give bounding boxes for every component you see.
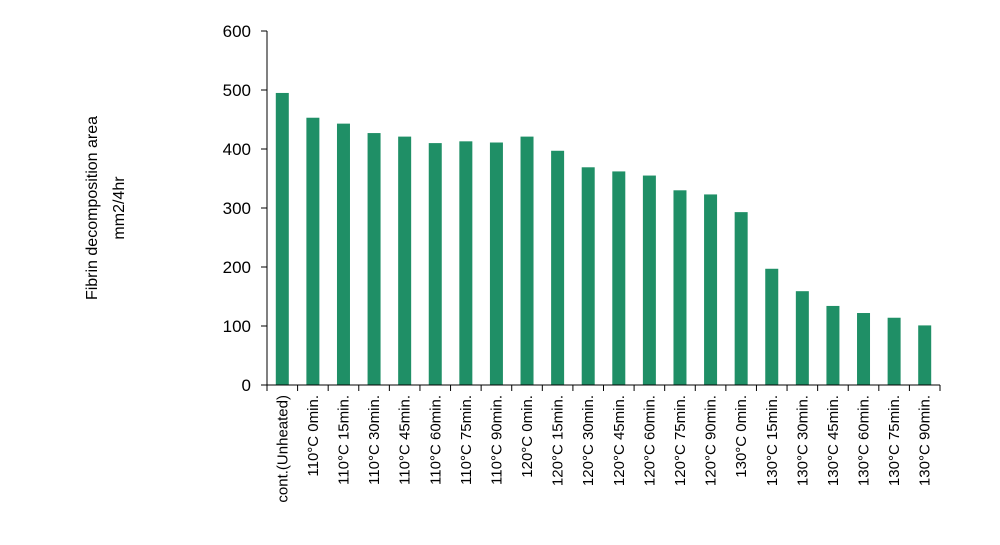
- bar: [306, 117, 320, 385]
- x-category-label: 130°C 90min.: [917, 395, 934, 486]
- bar: [459, 141, 473, 385]
- x-category-label: 120°C 15min.: [550, 395, 567, 486]
- bar: [642, 175, 656, 385]
- bar: [734, 212, 748, 385]
- x-category-label: 120°C 90min.: [703, 395, 720, 486]
- x-category-label: 120°C 60min.: [641, 395, 658, 486]
- bar: [887, 317, 901, 385]
- x-category-label: 110°C 60min.: [427, 395, 444, 485]
- y-axis: 0 100 200 300 400 500 600: [223, 22, 268, 395]
- bar: [489, 142, 503, 385]
- x-category-label: cont.(Unheated): [274, 395, 291, 503]
- bar: [581, 167, 595, 385]
- y-tick-label: 300: [223, 199, 251, 218]
- x-category-label: 120°C 75min.: [672, 395, 689, 486]
- bar: [612, 171, 626, 385]
- x-category-label: 130°C 45min.: [825, 395, 842, 486]
- bar: [336, 123, 350, 385]
- bar: [398, 136, 412, 385]
- bar: [704, 194, 718, 385]
- x-category-label: 130°C 0min.: [733, 395, 750, 478]
- y-tick-label: 0: [242, 376, 251, 395]
- y-axis-title: Fibrin decomposition area mm2/4hr: [84, 116, 128, 300]
- bar: [795, 291, 809, 385]
- x-category-label: 110°C 15min.: [335, 395, 352, 485]
- bar: [918, 325, 932, 385]
- x-axis: cont.(Unheated) 110°C 0min. 110°C 15min. 11…: [266, 384, 941, 503]
- bar: [367, 133, 381, 385]
- bar: [551, 150, 565, 385]
- bar: [428, 143, 442, 385]
- x-category-label: 120°C 30min.: [580, 395, 597, 486]
- x-category-label: 130°C 30min.: [794, 395, 811, 486]
- y-axis-title-line-2: mm2/4hr: [111, 176, 128, 240]
- bar: [520, 136, 534, 385]
- x-category-label: 110°C 30min.: [366, 395, 383, 485]
- x-category-label: 130°C 60min.: [856, 395, 873, 486]
- y-tick-label: 500: [223, 81, 251, 100]
- bar: [275, 92, 289, 385]
- x-category-label: 130°C 75min.: [886, 395, 903, 486]
- bar: [765, 268, 779, 385]
- bar: [857, 313, 871, 385]
- x-category-label: 110°C 0min.: [305, 395, 322, 477]
- y-axis-title-line-1: Fibrin decomposition area: [84, 116, 101, 300]
- y-tick-label: 600: [223, 22, 251, 41]
- x-category-label: 110°C 90min.: [488, 395, 505, 485]
- x-category-label: 120°C 45min.: [611, 395, 628, 486]
- y-tick-label: 200: [223, 258, 251, 277]
- bar: [673, 190, 687, 385]
- x-category-label: 110°C 75min.: [458, 395, 475, 485]
- bars-group: [275, 92, 932, 385]
- x-category-label: 110°C 45min.: [397, 395, 414, 485]
- x-category-label: 120°C 0min.: [519, 395, 536, 478]
- y-tick-label: 100: [223, 317, 251, 336]
- bar: [826, 305, 840, 385]
- x-category-label: 130°C 15min.: [764, 395, 781, 486]
- y-tick-label: 400: [223, 140, 251, 159]
